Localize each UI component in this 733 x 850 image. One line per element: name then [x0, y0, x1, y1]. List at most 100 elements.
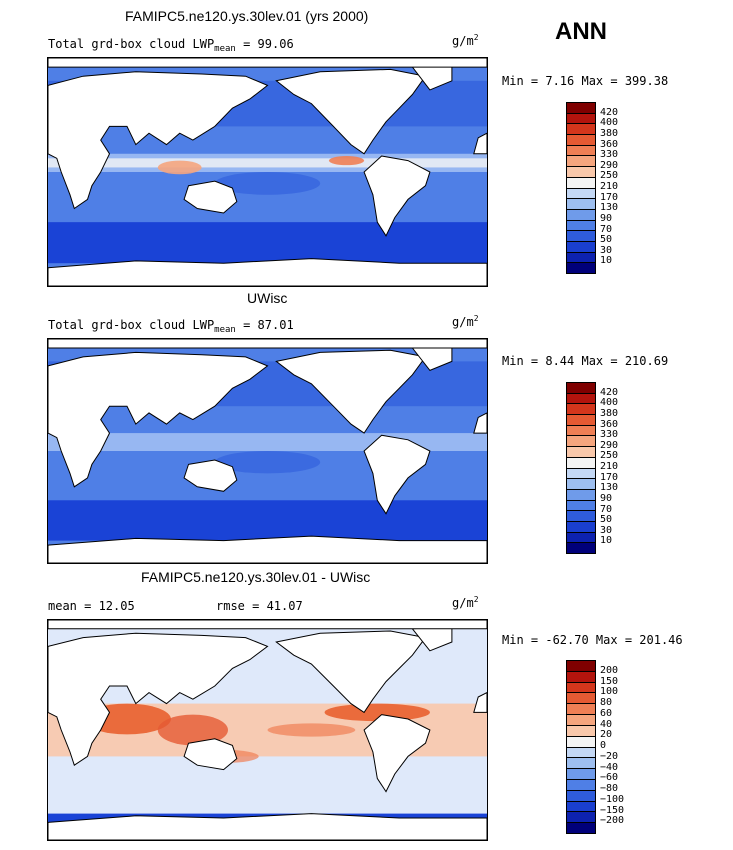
- panel1-map: [47, 57, 488, 287]
- colorbar-swatch: [567, 188, 595, 200]
- continent-outline: [48, 258, 487, 286]
- continent-outline: [183, 180, 238, 214]
- colorbar-tick-label: 380: [600, 407, 619, 419]
- colorbar-swatch: [567, 124, 595, 136]
- colorbar-tick-label: 400: [600, 117, 619, 129]
- panel2-variable: Total grd-box cloud LWP: [48, 318, 215, 332]
- colorbar-tick-label: −200: [600, 815, 625, 827]
- colorbar-tick-label: 290: [600, 159, 619, 171]
- colorbar-tick-label: 100: [600, 686, 619, 698]
- colorbar-tick-label: 420: [600, 386, 619, 398]
- colorbar-swatch: [567, 220, 595, 232]
- continent-outline: [363, 714, 431, 793]
- colorbar-swatch: [567, 113, 595, 125]
- colorbar-swatch: [567, 479, 595, 490]
- colorbar-swatch: [567, 404, 595, 416]
- colorbar-tick-label: 360: [600, 418, 619, 430]
- panel3-mean: mean = 12.05: [48, 599, 135, 613]
- colorbar-swatch: [567, 177, 595, 189]
- colorbar-tick-label: −80: [600, 783, 619, 794]
- colorbar-swatch: [567, 231, 595, 242]
- continent-outline: [183, 459, 238, 492]
- colorbar-swatch: [567, 500, 595, 512]
- continent-outline: [48, 71, 269, 210]
- panel3-colorbar: [566, 660, 596, 834]
- colorbar-tick-label: 200: [600, 664, 619, 676]
- colorbar-tick-label: −100: [600, 793, 625, 805]
- continent-outline: [473, 692, 487, 713]
- colorbar-swatch: [567, 812, 595, 824]
- colorbar-swatch: [567, 736, 595, 748]
- panel2-mean-value: = 87.01: [243, 318, 294, 332]
- colorbar-swatch: [567, 415, 595, 426]
- panel1-colorbar: [566, 102, 596, 274]
- panel3-minmax: Min = -62.70 Max = 201.46: [502, 633, 683, 647]
- colorbar-swatch: [567, 693, 595, 705]
- panel2-colorbar: [566, 382, 596, 554]
- colorbar-tick-label: 0: [600, 740, 607, 751]
- continent-outline: [473, 412, 487, 434]
- colorbar-swatch: [567, 715, 595, 726]
- panel2-minmax: Min = 8.44 Max = 210.69: [502, 354, 669, 368]
- continent-outline: [48, 58, 487, 68]
- continent-outline: [48, 813, 487, 840]
- colorbar-swatch: [567, 779, 595, 791]
- colorbar-swatch: [567, 801, 595, 813]
- colorbar-tick-label: 380: [600, 127, 619, 139]
- colorbar-tick-label: 420: [600, 106, 619, 118]
- colorbar-tick-label: 30: [600, 244, 613, 256]
- colorbar-swatch: [567, 393, 595, 405]
- continent-outline: [363, 155, 431, 237]
- season-label: ANN: [555, 18, 607, 45]
- colorbar-tick-label: −60: [600, 772, 619, 784]
- colorbar-tick-label: 360: [600, 138, 619, 150]
- colorbar-swatch: [567, 769, 595, 780]
- colorbar-swatch: [567, 252, 595, 264]
- colorbar-swatch: [567, 489, 595, 501]
- colorbar-swatch: [567, 457, 595, 469]
- colorbar-tick-label: −150: [600, 804, 625, 816]
- colorbar-tick-label: −20: [600, 750, 619, 762]
- colorbar-tick-label: 50: [600, 234, 613, 246]
- continent-outline: [363, 434, 431, 515]
- panel1-title: FAMIPC5.ne120.ys.30lev.01 (yrs 2000): [125, 8, 369, 24]
- panel1-stat-line: Total grd-box cloud LWPmean = 99.06: [48, 37, 294, 54]
- colorbar-swatch: [567, 521, 595, 533]
- panel2-mean-label: mean: [214, 325, 236, 335]
- panel1-variable: Total grd-box cloud LWP: [48, 37, 215, 51]
- continent-outline: [48, 351, 269, 488]
- panel3-title: FAMIPC5.ne120.ys.30lev.01 - UWisc: [141, 569, 371, 585]
- colorbar-swatch: [567, 468, 595, 480]
- colorbar-tick-label: 210: [600, 181, 619, 192]
- colorbar-swatch: [567, 661, 595, 672]
- colorbar-tick-label: 80: [600, 697, 613, 708]
- panel3-map: [47, 619, 488, 841]
- colorbar-swatch: [567, 447, 595, 458]
- colorbar-swatch: [567, 747, 595, 759]
- colorbar-tick-label: 150: [600, 675, 619, 687]
- colorbar-swatch: [567, 790, 595, 802]
- colorbar-swatch: [567, 156, 595, 168]
- panel2-title: UWisc: [247, 290, 288, 306]
- colorbar-swatch: [567, 725, 595, 737]
- colorbar-swatch: [567, 383, 595, 394]
- colorbar-swatch: [567, 167, 595, 178]
- continent-outline: [275, 349, 427, 434]
- panel3-units: g/m2: [452, 595, 479, 610]
- colorbar-swatch: [567, 425, 595, 437]
- colorbar-tick-label: 10: [600, 535, 613, 547]
- continent-outline: [48, 620, 487, 630]
- colorbar-tick-label: 60: [600, 707, 613, 719]
- colorbar-tick-label: 50: [600, 514, 613, 526]
- panel1-mean-label: mean: [214, 44, 236, 54]
- colorbar-swatch: [567, 682, 595, 694]
- colorbar-tick-label: 30: [600, 524, 613, 536]
- colorbar-swatch: [567, 103, 595, 114]
- colorbar-tick-label: 210: [600, 461, 619, 472]
- colorbar-tick-label: 90: [600, 492, 613, 504]
- panel1-units: g/m2: [452, 33, 479, 48]
- colorbar-tick-label: 40: [600, 718, 613, 730]
- colorbar-tick-label: 330: [600, 149, 619, 161]
- colorbar-swatch: [567, 135, 595, 146]
- colorbar-tick-label: 70: [600, 503, 613, 515]
